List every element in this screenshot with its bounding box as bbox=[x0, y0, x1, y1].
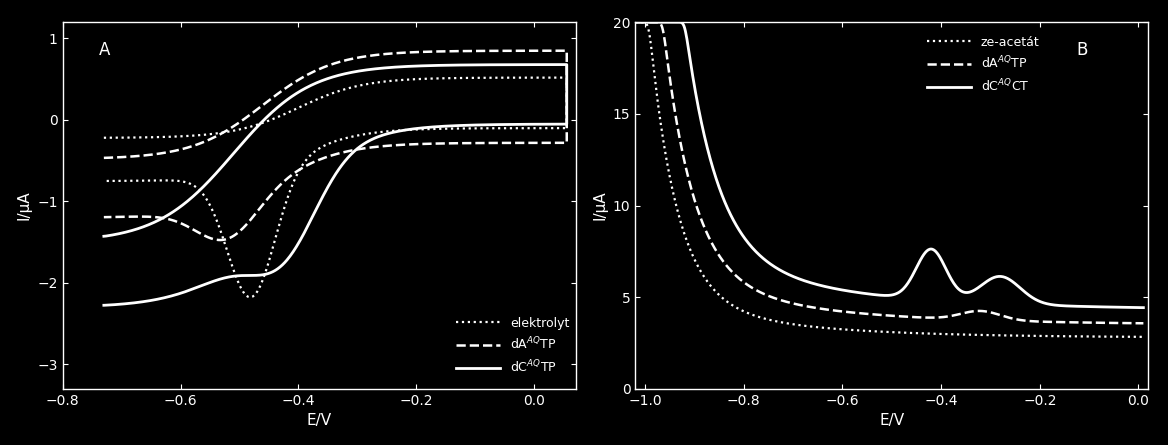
Text: B: B bbox=[1077, 40, 1087, 58]
Text: A: A bbox=[98, 40, 110, 58]
X-axis label: E/V: E/V bbox=[880, 413, 904, 429]
X-axis label: E/V: E/V bbox=[306, 413, 332, 429]
Legend: elektrolyt, dA$^{AQ}$TP, dC$^{AQ}$TP: elektrolyt, dA$^{AQ}$TP, dC$^{AQ}$TP bbox=[457, 317, 569, 375]
Y-axis label: I/μA: I/μA bbox=[592, 191, 607, 220]
Legend: ze-acetát, dA$^{AQ}$TP, dC$^{AQ}$CT: ze-acetát, dA$^{AQ}$TP, dC$^{AQ}$CT bbox=[927, 36, 1040, 94]
Y-axis label: I/μA: I/μA bbox=[16, 191, 32, 220]
